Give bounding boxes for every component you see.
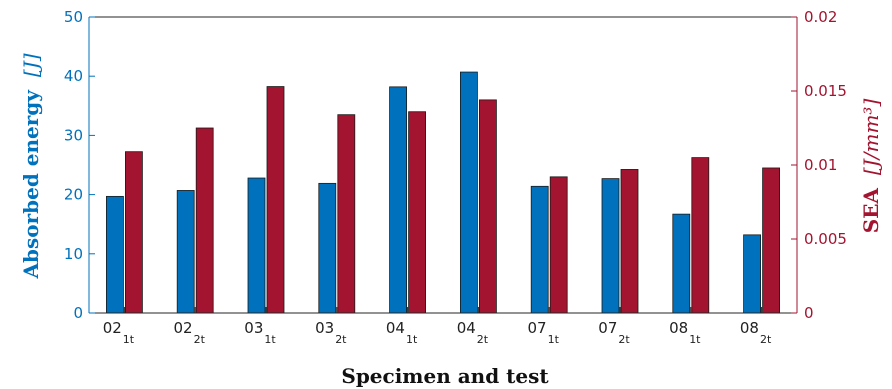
x-axis-title: Specimen and test [341,364,549,388]
right-tick-label: 0.01 [804,156,837,174]
energy-bar-5 [389,86,408,314]
left-y-axis-title-unit: [J] [19,53,43,77]
energy-bar-6 [459,71,478,314]
bars-group [106,71,780,314]
left-tick-label: 20 [64,186,83,204]
plot-area [89,17,797,313]
sea-bar-9 [691,157,710,314]
sea-bar-6 [478,99,497,314]
x-tick-label: 031t [244,319,276,346]
energy-bar-7 [530,185,549,314]
energy-bar-10 [743,234,761,314]
right-tick-label: 0 [804,304,814,322]
right-y-ticks: 0 0.005 0.01 0.015 0.02 [791,8,847,322]
sea-bar-7 [549,176,568,314]
x-ticks: 021t 022t 031t 032t 041t 042t 071t 072t 081t 082t [103,307,772,346]
sea-bar-8 [620,169,639,314]
left-tick-label: 10 [64,245,83,263]
left-tick-label: 0 [73,304,83,322]
energy-bar-2 [176,190,195,314]
sea-bar-3 [266,86,285,314]
right-y-axis-title: SEA [J/mm³] [859,99,883,234]
energy-bar-8 [601,178,620,314]
x-tick-label: 071t [527,319,559,346]
left-tick-label: 40 [64,67,83,85]
left-y-axis-title: Absorbed energy [J] [19,53,43,279]
x-tick-label: 032t [315,319,347,346]
sea-bar-1 [125,151,143,314]
energy-bar-9 [672,213,691,314]
energy-bar-3 [247,177,266,314]
x-tick-label: 081t [669,319,701,346]
x-tick-label: 072t [598,319,630,346]
x-tick-label: 041t [386,319,418,346]
right-tick-label: 0.005 [804,230,847,248]
left-y-axis-title-text: Absorbed energy [19,89,43,280]
energy-bar-1 [106,195,124,314]
left-tick-label: 50 [64,8,83,26]
left-tick-label: 30 [64,126,83,144]
x-tick-label: 022t [173,319,205,346]
energy-bar-4 [318,182,337,314]
right-tick-label: 0.02 [804,8,837,26]
sea-bar-2 [195,127,214,314]
x-tick-label: 021t [103,319,135,346]
sea-bar-10 [762,167,780,314]
left-y-ticks: 0 10 20 30 40 50 [64,8,95,322]
x-tick-label: 042t [457,319,489,346]
right-tick-label: 0.015 [804,82,847,100]
right-y-axis-title-unit: [J/mm³] [859,99,883,176]
sea-bar-4 [337,114,356,314]
x-tick-label: 082t [740,319,772,346]
right-y-axis-title-text: SEA [859,188,883,234]
sea-bar-5 [408,111,427,314]
